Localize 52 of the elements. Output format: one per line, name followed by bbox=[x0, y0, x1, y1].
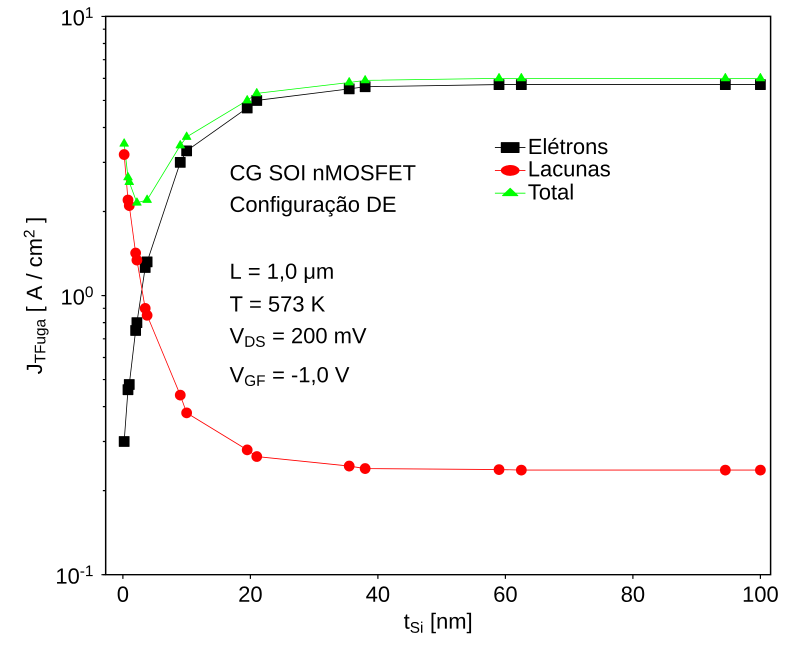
point bbox=[124, 200, 135, 211]
point bbox=[756, 72, 766, 82]
x-tick-label: 60 bbox=[494, 586, 517, 602]
point bbox=[118, 436, 130, 447]
point bbox=[174, 156, 186, 168]
x-tick-label: 20 bbox=[239, 586, 262, 602]
point bbox=[344, 76, 354, 86]
legend-label: Lacunas bbox=[530, 161, 610, 176]
y-tick-label: 10$^{-1}$ bbox=[57, 565, 93, 584]
point bbox=[252, 88, 262, 96]
point bbox=[119, 138, 129, 146]
point bbox=[142, 310, 152, 320]
point bbox=[516, 72, 526, 82]
point bbox=[132, 317, 142, 328]
annotation: Configuração DE bbox=[230, 196, 396, 216]
point bbox=[755, 464, 766, 476]
point bbox=[344, 460, 355, 472]
x-tick-label: 40 bbox=[366, 586, 390, 602]
point bbox=[182, 131, 192, 140]
point bbox=[360, 74, 370, 84]
y-tick-label: 10$^{0}$ bbox=[62, 286, 93, 305]
y-axis-title: J$_{TFuga}$ [ A / cm$^{2}$ ] bbox=[24, 218, 49, 374]
point bbox=[174, 389, 186, 400]
point bbox=[142, 256, 152, 268]
point bbox=[181, 407, 192, 418]
point bbox=[360, 462, 371, 474]
point bbox=[720, 464, 731, 476]
x-tick-label: 80 bbox=[622, 586, 644, 602]
legend-label: Elétrons bbox=[530, 138, 608, 154]
annotation: V$_{GF}$ = -1,0 V bbox=[230, 366, 350, 386]
point bbox=[720, 72, 730, 82]
point bbox=[132, 254, 142, 266]
point bbox=[251, 450, 262, 462]
annotation: CG SOI nMOSFET bbox=[230, 164, 416, 180]
point bbox=[242, 94, 252, 104]
point bbox=[176, 140, 185, 148]
annotation: T = 573 K bbox=[230, 296, 325, 312]
point bbox=[516, 464, 527, 476]
legend-label: Total bbox=[528, 183, 573, 200]
x-axis-title: t$_{Si}$ [nm] bbox=[404, 612, 472, 634]
x-tick-label: 100 bbox=[744, 586, 778, 602]
point bbox=[118, 148, 130, 160]
y-tick-label: 10$^{1}$ bbox=[62, 7, 93, 26]
annotation: L = 1,0 μm bbox=[231, 263, 333, 283]
point bbox=[142, 194, 152, 203]
point bbox=[242, 444, 253, 456]
point bbox=[124, 378, 135, 390]
point bbox=[494, 72, 504, 82]
annotation: V$_{DS}$ = 200 mV bbox=[230, 328, 366, 347]
point bbox=[132, 197, 142, 206]
x-tick-label: 0 bbox=[118, 586, 128, 602]
point bbox=[494, 464, 504, 475]
